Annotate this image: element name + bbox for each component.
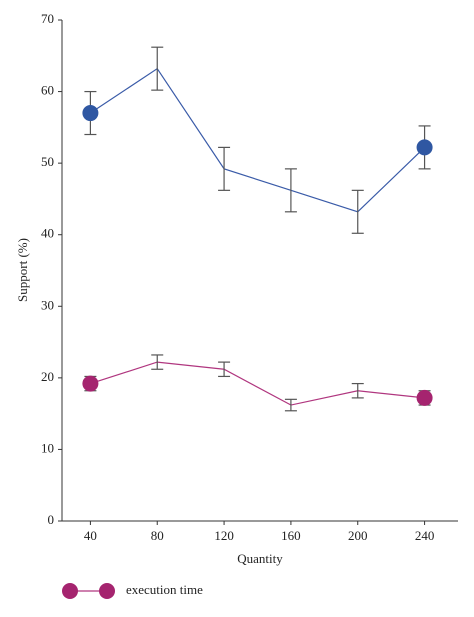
- y-tick-label: 70: [41, 11, 54, 26]
- x-axis-label: Quantity: [237, 551, 283, 566]
- error-bar: [284, 398, 297, 412]
- x-tick-label: 200: [348, 528, 368, 543]
- marker: [82, 375, 99, 392]
- error-bar: [284, 168, 297, 213]
- marker: [416, 389, 433, 406]
- y-tick-label: 10: [41, 440, 54, 455]
- y-tick-label: 20: [41, 369, 54, 384]
- legend-marker: [62, 583, 78, 599]
- error-bar: [351, 189, 364, 234]
- x-tick-label: 240: [415, 528, 435, 543]
- y-tick-label: 50: [41, 154, 54, 169]
- y-axis-label: Support (%): [15, 238, 30, 302]
- error-bar: [151, 46, 164, 91]
- marker: [82, 105, 99, 122]
- y-tick-label: 30: [41, 297, 54, 312]
- x-tick-label: 120: [214, 528, 234, 543]
- y-tick-label: 0: [48, 512, 55, 527]
- error-bar: [351, 382, 364, 399]
- data-line: [90, 361, 425, 406]
- y-tick-label: 40: [41, 226, 54, 241]
- y-tick-label: 60: [41, 83, 54, 98]
- x-tick-label: 40: [84, 528, 97, 543]
- error-bar: [218, 146, 231, 191]
- error-bar: [218, 361, 231, 378]
- x-tick-label: 80: [151, 528, 164, 543]
- x-tick-label: 160: [281, 528, 301, 543]
- marker: [416, 139, 433, 156]
- data-line: [90, 67, 425, 213]
- legend-label: execution time: [126, 582, 203, 597]
- error-bar: [151, 354, 164, 370]
- legend-marker: [99, 583, 115, 599]
